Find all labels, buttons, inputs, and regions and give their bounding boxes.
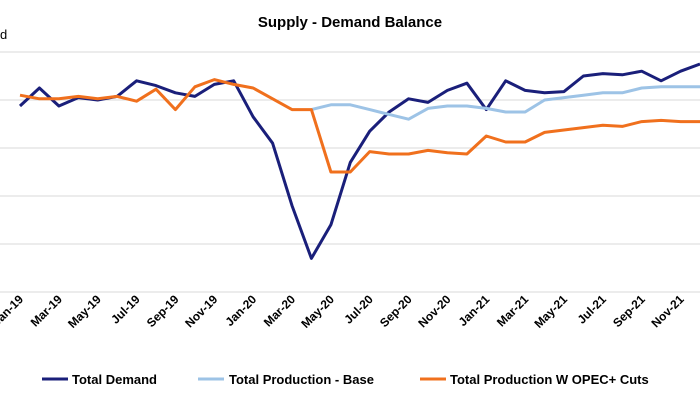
x-tick-label: Jan-19 (0, 292, 26, 329)
series-lines (18, 62, 700, 260)
x-tick-label: Jan-20 (222, 292, 259, 329)
x-tick-label: Nov-21 (648, 292, 686, 330)
x-tick-label: Jul-19 (108, 292, 143, 327)
legend-label-3: Total Production W OPEC+ Cuts (450, 372, 649, 387)
gridlines (0, 51, 700, 293)
x-tick-label: May-21 (531, 292, 570, 331)
x-tick-label: Mar-20 (261, 292, 298, 329)
series-line-2 (311, 85, 700, 121)
x-tick-label: May-20 (298, 292, 337, 331)
x-tick-label: Sep-21 (610, 292, 648, 330)
x-axis-ticks: Jan-19 Mar-19 May-19 Jul-19 Sep-19 Nov-19 Jan-… (0, 292, 687, 331)
x-tick-label: Sep-19 (144, 292, 182, 330)
x-tick-label: May-19 (65, 292, 104, 331)
series-line-1 (18, 62, 700, 260)
chart-title: Supply - Demand Balance (258, 14, 442, 31)
y-axis-label: d (0, 27, 7, 42)
x-tick-label: Jul-21 (575, 292, 610, 327)
legend-label-1: Total Demand (72, 372, 157, 387)
legend-label-2: Total Production - Base (229, 372, 374, 387)
x-tick-label: Jul-20 (341, 292, 376, 327)
legend: Total Demand Total Production - Base Total… (42, 372, 649, 387)
x-tick-label: Nov-20 (415, 292, 453, 330)
x-tick-label: Mar-19 (28, 292, 65, 329)
x-tick-label: Jan-21 (456, 292, 493, 329)
x-tick-label: Nov-19 (182, 292, 220, 330)
x-tick-label: Sep-20 (377, 292, 415, 330)
series-line-3 (19, 78, 700, 174)
x-tick-label: Mar-21 (494, 292, 531, 329)
